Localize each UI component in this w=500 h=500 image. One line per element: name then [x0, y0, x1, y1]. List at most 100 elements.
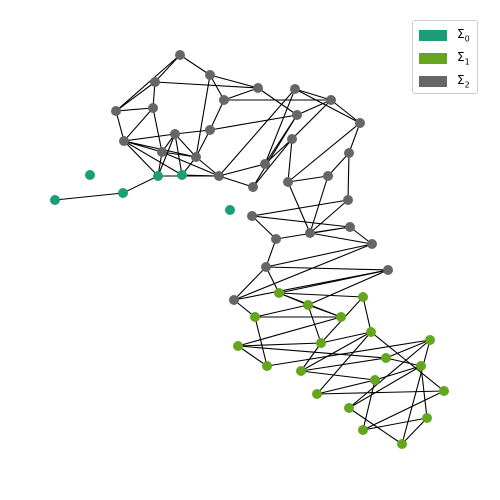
graph-node-sigma-2: [287, 134, 297, 144]
graph-edge: [223, 87, 259, 101]
graph-node-sigma-2: [253, 83, 263, 93]
nodes-layer: [50, 50, 449, 449]
graph-node-sigma-2: [383, 265, 393, 275]
graph-node-sigma-2: [260, 159, 270, 169]
graph-edge: [179, 54, 211, 76]
graph-node-sigma-1: [381, 353, 391, 363]
graph-node-sigma-2: [205, 70, 215, 80]
graph-node-sigma-1: [344, 403, 354, 413]
graph-node-sigma-2: [355, 118, 365, 128]
graph-edge: [316, 390, 445, 395]
legend-item-sigma-0: Σ0: [419, 27, 470, 43]
graph-node-sigma-1: [274, 288, 284, 298]
graph-edge: [115, 54, 181, 112]
graph-edge: [254, 304, 309, 318]
graph-edge: [266, 339, 431, 367]
graph-edge: [307, 304, 342, 318]
graph-node-sigma-2: [247, 211, 257, 221]
graph-edge: [401, 417, 428, 445]
graph-edge: [374, 365, 422, 381]
graph-edge: [257, 87, 298, 116]
graph-edge: [265, 243, 373, 268]
graph-node-sigma-2: [157, 147, 167, 157]
graph-node-sigma-2: [148, 103, 158, 113]
graph-node-sigma-2: [326, 95, 336, 105]
graph-edge: [154, 81, 259, 89]
graph-edge: [347, 152, 350, 201]
graph-edge: [195, 74, 211, 158]
graph-node-sigma-1: [233, 341, 243, 351]
graph-node-sigma-2: [229, 295, 239, 305]
graph-edge: [385, 339, 431, 359]
graph-node-sigma-1: [422, 413, 432, 423]
graph-node-sigma-1: [303, 300, 313, 310]
graph-edge: [330, 99, 361, 124]
graph-node-sigma-1: [397, 439, 407, 449]
graph-edge: [237, 342, 322, 347]
graph-edge: [316, 331, 372, 395]
graph-edge: [300, 370, 376, 381]
graph-edge: [300, 331, 372, 372]
graph-edge: [287, 181, 311, 234]
graph-edge: [362, 296, 372, 333]
graph-node-sigma-0: [177, 170, 187, 180]
graph-edge: [115, 110, 125, 142]
graph-node-sigma-1: [358, 425, 368, 435]
graph-node-sigma-1: [370, 375, 380, 385]
graph-edge: [209, 99, 225, 131]
graph-edge: [294, 88, 361, 124]
graph-node-sigma-2: [170, 129, 180, 139]
graph-node-sigma-2: [175, 50, 185, 60]
graph-edge: [327, 152, 350, 177]
graph-node-sigma-0: [50, 195, 60, 205]
graph-node-sigma-1: [312, 389, 322, 399]
graph-edge: [296, 99, 332, 116]
graph-node-sigma-2: [344, 148, 354, 158]
graph-edge: [362, 417, 428, 431]
graph-edge: [181, 174, 220, 177]
legend-subscript: 1: [464, 57, 470, 67]
graph-edge: [348, 122, 361, 154]
graph-node-sigma-1: [316, 338, 326, 348]
graph-node-sigma-2: [305, 228, 315, 238]
graph-node-sigma-2: [343, 195, 353, 205]
graph-node-sigma-2: [205, 125, 215, 135]
graph-node-sigma-2: [111, 106, 121, 116]
graph-node-sigma-2: [367, 239, 377, 249]
legend-label-sigma-1: Σ1: [457, 50, 470, 66]
graph-edge: [237, 345, 387, 359]
graph-edge: [300, 357, 387, 372]
legend-symbol: Σ: [457, 26, 465, 41]
graph-edge: [174, 129, 211, 135]
graph-edge: [287, 175, 329, 183]
legend-label-sigma-0: Σ0: [457, 27, 470, 43]
graph-node-sigma-1: [439, 386, 449, 396]
graph-edge: [252, 114, 298, 188]
legend-label-sigma-2: Σ2: [457, 73, 470, 89]
graph-edge: [251, 215, 351, 228]
graph-edge: [370, 331, 445, 392]
graph-edge: [237, 345, 268, 367]
graph-node-sigma-2: [292, 110, 302, 120]
legend-item-sigma-1: Σ1: [419, 50, 470, 66]
graph-node-sigma-0: [153, 171, 163, 181]
graph-node-sigma-0: [85, 170, 95, 180]
graph-edge: [154, 54, 181, 83]
graph-node-sigma-2: [119, 136, 129, 146]
graph-node-sigma-2: [283, 177, 293, 187]
graph-node-sigma-2: [290, 84, 300, 94]
graph-edge: [174, 133, 197, 158]
graph-edge: [316, 379, 376, 395]
graph-edge: [348, 365, 422, 409]
graph-edge: [252, 138, 293, 188]
graph-node-sigma-2: [261, 262, 271, 272]
graph-edge: [348, 339, 431, 409]
graph-node-sigma-2: [150, 77, 160, 87]
legend-item-sigma-2: Σ2: [419, 73, 470, 89]
graph-edge: [264, 88, 296, 165]
legend-symbol: Σ: [457, 72, 465, 87]
graph-node-sigma-2: [214, 171, 224, 181]
graph-node-sigma-1: [262, 361, 272, 371]
graph-edge: [251, 199, 349, 217]
